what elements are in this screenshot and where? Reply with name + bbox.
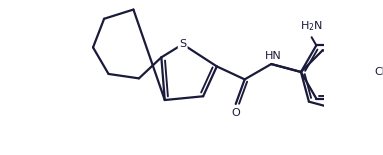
Text: Cl: Cl xyxy=(374,67,383,77)
Text: O: O xyxy=(231,108,240,118)
Text: H$_2$N: H$_2$N xyxy=(300,19,323,33)
Text: HN: HN xyxy=(265,51,282,61)
Text: S: S xyxy=(179,39,186,49)
